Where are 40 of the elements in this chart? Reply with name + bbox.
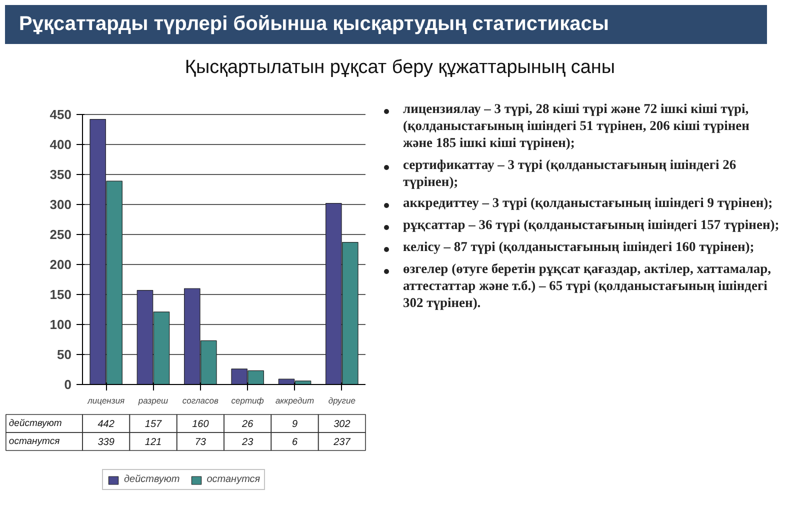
data-label: 6 (292, 437, 298, 448)
y-tick-label: 200 (50, 257, 72, 272)
legend-label: останутся (206, 474, 260, 485)
x-tick-label: согласов (182, 396, 219, 406)
data-label: 121 (144, 437, 162, 448)
data-label: 9 (292, 419, 298, 430)
x-tick-label: аккредит (275, 396, 314, 406)
text: сертификаттау – 3 түрі (қолданыстағының ішіндегі 26 түрінен); (403, 156, 738, 190)
y-tick-label: 450 (50, 107, 72, 122)
x-tick-label: сертиф (231, 396, 264, 406)
text: өзгелер (өтуге беретін рұқсат қағаздар, актілер, хаттамалар, аттестаттар және т.б.) – 65 түрі (қолданыстағының ішіндегі 302 түрінен). (403, 261, 772, 312)
y-tick-label: 50 (57, 347, 72, 362)
data-label: 26 (241, 419, 254, 430)
y-tick-label: 0 (64, 377, 72, 392)
y-tick-label: 250 (50, 227, 72, 242)
x-tick-label: разреш (137, 396, 168, 406)
y-tick-label: 350 (50, 167, 72, 182)
data-label: 339 (98, 437, 115, 448)
data-label: 157 (144, 419, 162, 430)
text: рұқсаттар – 36 түрі (қолданыстағының ішіндегі 157 түрінен); (403, 217, 780, 234)
data-label: 237 (332, 437, 351, 448)
x-tick-label: другие (328, 396, 356, 406)
y-tick-label: 400 (50, 137, 72, 152)
data-label: 23 (241, 437, 254, 448)
y-tick-label: 300 (50, 197, 72, 212)
y-tick-label: 150 (50, 287, 72, 302)
text: действуют (8, 418, 62, 429)
data-label: 160 (192, 419, 210, 430)
legend-label: действуют (124, 474, 180, 485)
y-tick-label: 100 (50, 317, 72, 332)
chart-subtitle: Қысқартылатын рұқсат беру құжаттарының саны (184, 57, 616, 79)
text: лицензиялау – 3 түрі, 28 кіші түрі және 72 ішкі кіші түрі, (қолданыстағының ішіндегі 51 түрінен, 206 кіші түрінен және 185 ішкі кіші түрінен); (403, 101, 750, 152)
text: аккредиттеу – 3 түрі (қолданыстағының ішіндегі 9 түрінен); (403, 195, 773, 212)
chart-title: Рұқсаттарды түрлері бойынша қысқартудың статистикасы (5, 5, 767, 44)
data-label: 302 (334, 419, 351, 430)
x-tick-label: лицензия (86, 396, 126, 406)
text: останутся (8, 436, 60, 447)
text: келісу – 87 түрі (қолданыстағының ішіндегі 160 түрінен); (403, 239, 754, 256)
data-label: 73 (194, 437, 206, 448)
data-label: 442 (98, 419, 115, 430)
